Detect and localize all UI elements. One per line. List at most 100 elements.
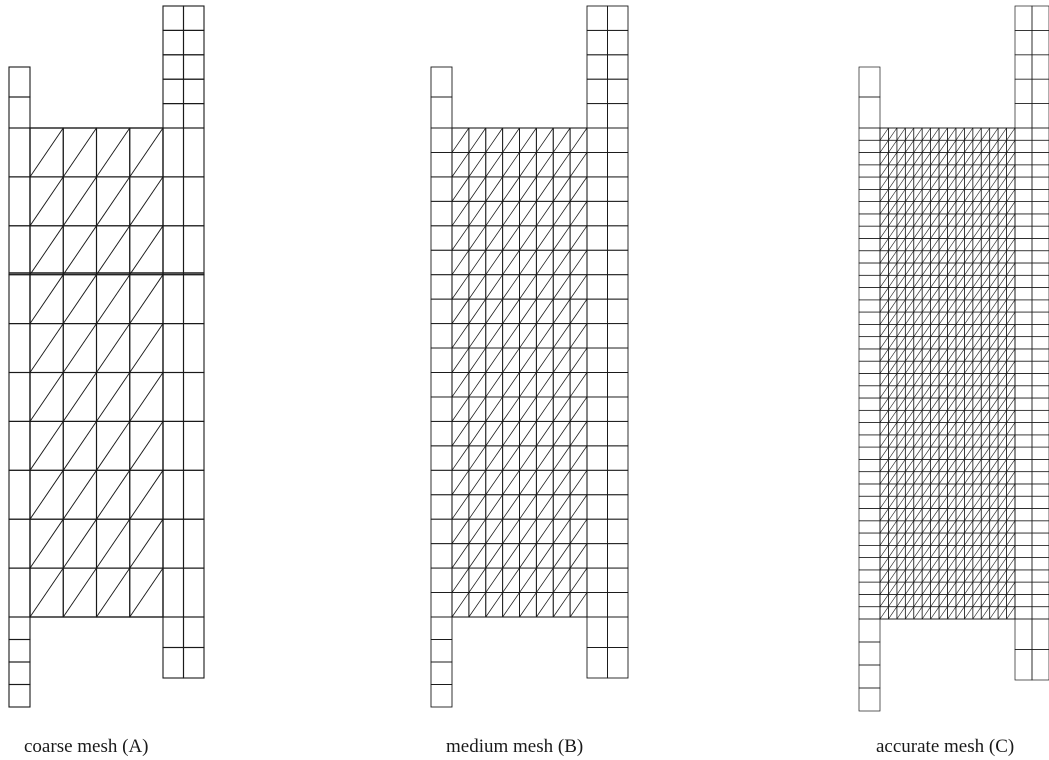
inner-mesh-diagonal — [997, 410, 1007, 423]
inner-mesh-diagonal — [879, 446, 889, 460]
right-strip-cell — [162, 274, 185, 325]
inner-mesh-diagonal — [879, 361, 889, 374]
inner-mesh-diagonal — [502, 494, 520, 520]
right-strip-top-cell — [162, 5, 185, 31]
right-strip-cell — [1014, 176, 1033, 190]
inner-mesh-diagonal — [921, 545, 931, 558]
inner-mesh-diagonal — [536, 152, 554, 178]
inner-mesh-diagonal — [921, 385, 931, 399]
right-strip-cell — [1031, 213, 1049, 227]
inner-mesh-diagonal — [896, 299, 906, 313]
inner-mesh-diagonal — [888, 262, 898, 276]
right-strip-cell — [1014, 569, 1033, 583]
inner-mesh-diagonal — [913, 275, 923, 288]
right-strip-cell — [1014, 520, 1033, 534]
inner-mesh-diagonal — [519, 225, 537, 251]
inner-mesh-diagonal — [468, 567, 487, 593]
inner-mesh-diagonal — [879, 287, 889, 301]
inner-mesh-diagonal — [997, 311, 1007, 325]
left-strip-cell — [858, 459, 881, 473]
right-strip-cell — [1014, 201, 1033, 215]
coarse-mesh-panel — [8, 5, 205, 708]
inner-mesh-diagonal — [879, 557, 889, 571]
left-strip-cell — [430, 567, 453, 593]
right-strip-cell — [1031, 373, 1049, 387]
right-strip-bottom-cell — [607, 616, 629, 648]
right-strip-top-cell — [607, 29, 629, 56]
inner-mesh-diagonal — [955, 226, 965, 239]
inner-mesh-diagonal — [62, 176, 97, 227]
inner-mesh-diagonal — [502, 543, 520, 569]
inner-mesh-diagonal — [981, 213, 990, 227]
inner-mesh-diagonal — [129, 274, 164, 324]
inner-mesh-diagonal — [997, 213, 1007, 227]
inner-mesh-diagonal — [62, 567, 97, 618]
inner-mesh-diagonal — [981, 483, 990, 497]
inner-mesh-diagonal — [451, 250, 470, 275]
inner-mesh-diagonal — [997, 532, 1007, 546]
inner-mesh-diagonal — [569, 323, 588, 349]
left-strip-top-cell — [8, 66, 31, 98]
inner-mesh-diagonal — [955, 176, 965, 190]
inner-mesh-diagonal — [947, 176, 957, 190]
inner-mesh-diagonal — [888, 508, 898, 521]
inner-mesh-diagonal — [879, 385, 889, 399]
inner-mesh-diagonal — [938, 213, 948, 227]
inner-mesh-diagonal — [468, 323, 487, 349]
inner-mesh-diagonal — [879, 140, 889, 153]
inner-mesh-diagonal — [879, 545, 889, 558]
inner-mesh-diagonal — [536, 250, 554, 275]
inner-mesh-diagonal — [947, 336, 957, 350]
left-strip-cell — [858, 139, 881, 153]
inner-mesh-diagonal — [913, 471, 923, 485]
inner-mesh-diagonal — [519, 567, 537, 593]
inner-mesh-diagonal — [569, 152, 588, 178]
inner-mesh-diagonal — [972, 471, 982, 485]
inner-mesh-diagonal — [989, 434, 999, 448]
inner-mesh-diagonal — [519, 298, 537, 324]
inner-mesh-diagonal — [519, 592, 537, 618]
right-strip-top-cell — [586, 78, 608, 105]
inner-mesh-diagonal — [896, 287, 906, 301]
inner-mesh-diagonal — [879, 520, 889, 534]
inner-mesh-diagonal — [485, 201, 503, 227]
inner-mesh-diagonal — [451, 567, 470, 593]
inner-mesh-diagonal — [502, 176, 520, 202]
inner-mesh-diagonal — [1006, 569, 1016, 583]
inner-mesh-diagonal — [1006, 582, 1016, 595]
inner-mesh-diagonal — [888, 532, 898, 546]
right-strip-cell — [1014, 483, 1033, 497]
left-strip-cell — [8, 371, 31, 422]
inner-mesh-diagonal — [947, 532, 957, 546]
right-strip-top-cell — [1014, 78, 1033, 104]
inner-mesh-diagonal — [989, 226, 999, 239]
left-strip-cell — [858, 373, 881, 387]
inner-mesh-diagonal — [879, 189, 889, 202]
inner-mesh-diagonal — [468, 127, 487, 153]
inner-mesh-diagonal — [913, 569, 923, 583]
inner-mesh-diagonal — [905, 348, 914, 362]
inner-mesh-diagonal — [913, 410, 923, 423]
inner-mesh-diagonal — [905, 164, 914, 178]
inner-mesh-diagonal — [947, 606, 957, 620]
left-strip-cell — [858, 471, 881, 485]
left-strip-bottom-cell — [8, 638, 31, 663]
left-strip-cell — [430, 592, 453, 618]
inner-mesh-diagonal — [938, 532, 948, 546]
inner-mesh-diagonal — [552, 298, 571, 324]
right-strip-cell — [586, 518, 608, 545]
inner-mesh-diagonal — [905, 299, 914, 313]
inner-mesh-diagonal — [997, 201, 1007, 215]
inner-mesh-diagonal — [921, 201, 931, 215]
inner-mesh-diagonal — [879, 299, 889, 313]
inner-mesh-diagonal — [451, 543, 470, 569]
inner-mesh-diagonal — [955, 520, 965, 534]
inner-mesh-diagonal — [972, 557, 982, 571]
inner-mesh-diagonal — [972, 569, 982, 583]
inner-mesh-diagonal — [905, 496, 914, 509]
right-strip-top-cell — [586, 5, 608, 31]
inner-mesh-diagonal — [997, 385, 1007, 399]
inner-mesh-diagonal — [955, 594, 965, 607]
inner-mesh-diagonal — [1006, 373, 1016, 386]
left-strip-bottom-cell — [8, 661, 31, 686]
